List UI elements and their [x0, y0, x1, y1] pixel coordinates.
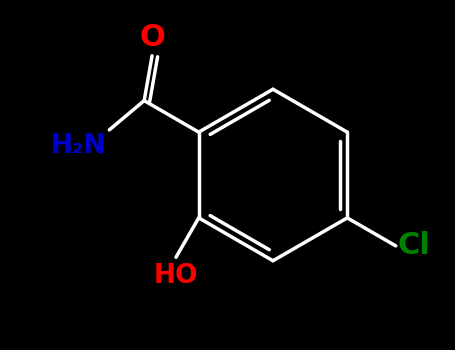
Text: Cl: Cl — [398, 231, 430, 260]
Text: H₂N: H₂N — [51, 133, 106, 159]
Text: HO: HO — [154, 262, 198, 288]
Text: O: O — [139, 23, 165, 51]
